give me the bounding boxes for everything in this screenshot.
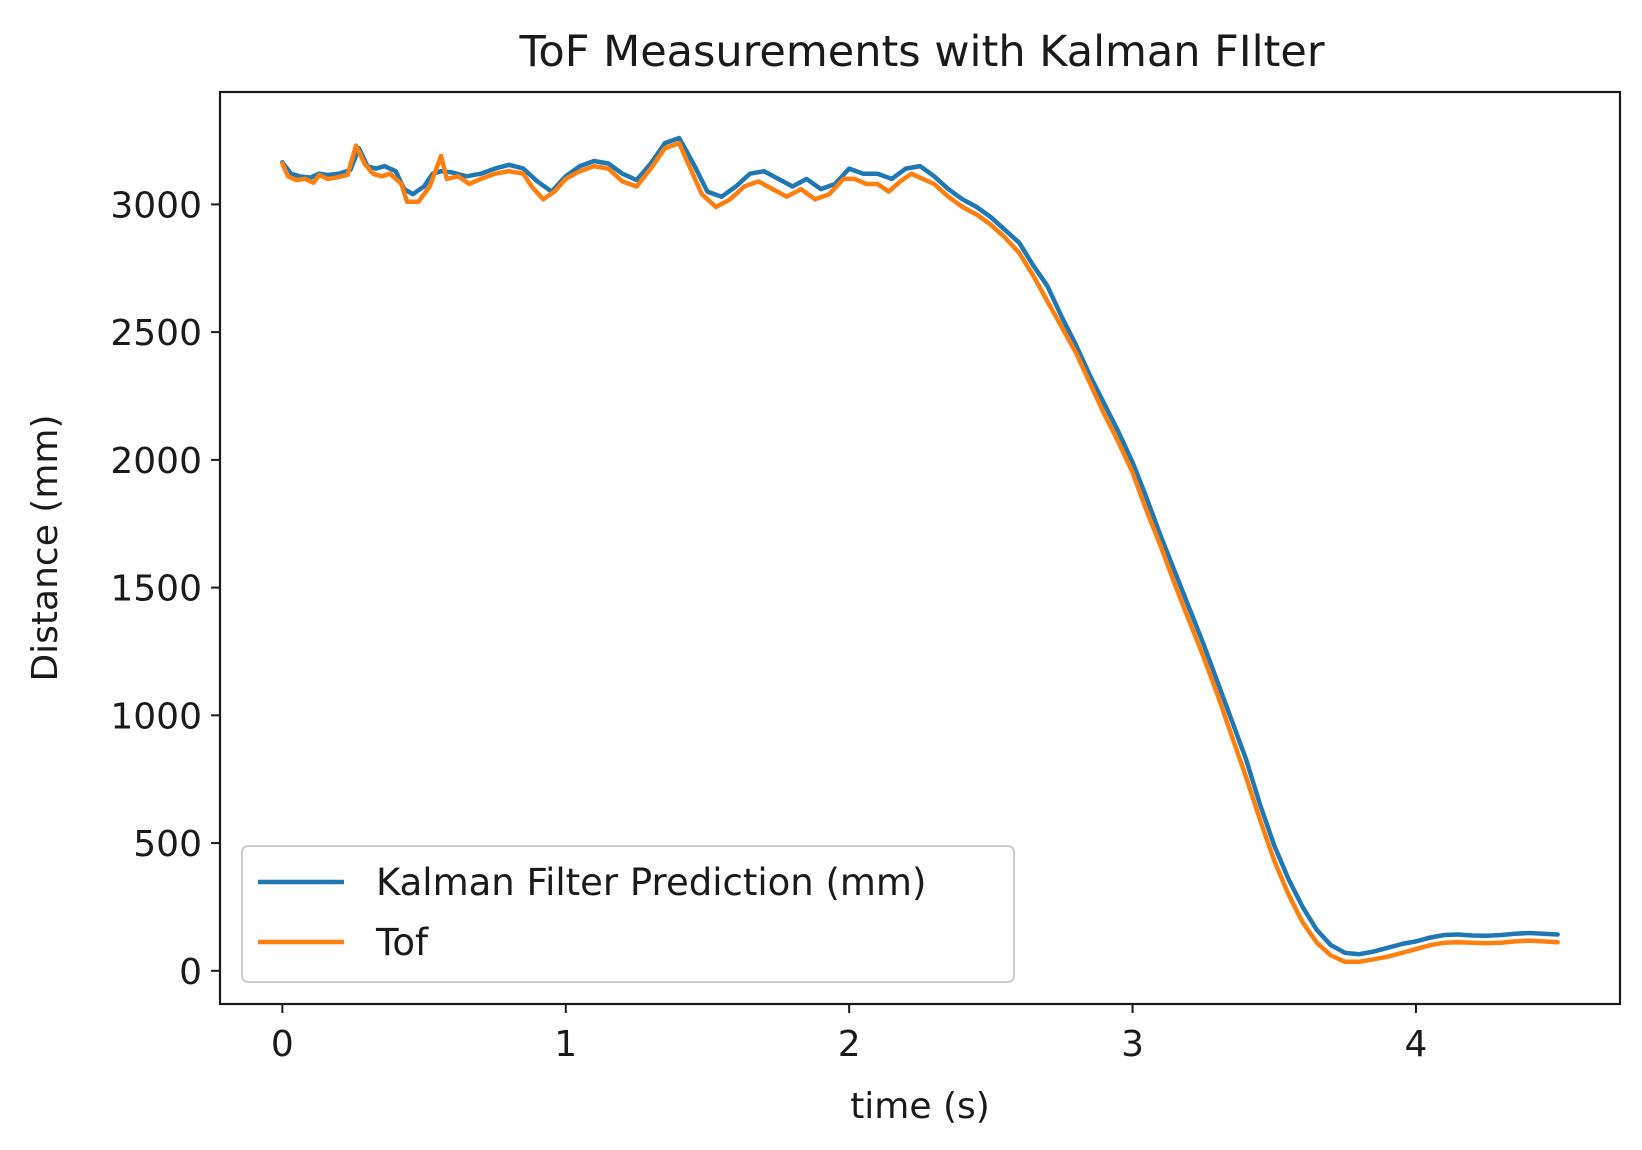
y-tick-label: 3000: [110, 185, 202, 226]
x-tick-label: 0: [271, 1024, 294, 1065]
y-tick-label: 1000: [110, 696, 202, 737]
series-layer: [280, 135, 1560, 965]
y-axis-label: Distance (mm): [25, 414, 66, 681]
y-tick-label: 1500: [110, 569, 202, 610]
x-tick-label: 4: [1404, 1024, 1427, 1065]
axes-frame: [218, 90, 1622, 1006]
y-tick-label: 2500: [110, 313, 202, 354]
y-tick-label: 2000: [110, 441, 202, 482]
series-line-tof: [280, 140, 1560, 965]
legend-label-tof: Tof: [375, 921, 429, 964]
x-axis-ticks: 0 1 2 3 4: [271, 1004, 1427, 1065]
x-axis-label: time (s): [850, 1086, 990, 1127]
x-tick-label: 2: [838, 1024, 861, 1065]
legend-label-kalman: Kalman Filter Prediction (mm): [376, 861, 926, 904]
x-tick-label: 1: [554, 1024, 577, 1065]
chart-title: ToF Measurements with Kalman FIlter: [518, 27, 1324, 77]
y-tick-label: 0: [179, 952, 202, 993]
x-tick-label: 3: [1121, 1024, 1144, 1065]
legend: Kalman Filter Prediction (mm) Tof: [241, 845, 1015, 983]
y-axis-ticks: 0 500 1000 1500 2000 2500 3000: [110, 185, 220, 993]
y-tick-label: 500: [133, 824, 202, 865]
legend-frame: [241, 845, 1015, 983]
